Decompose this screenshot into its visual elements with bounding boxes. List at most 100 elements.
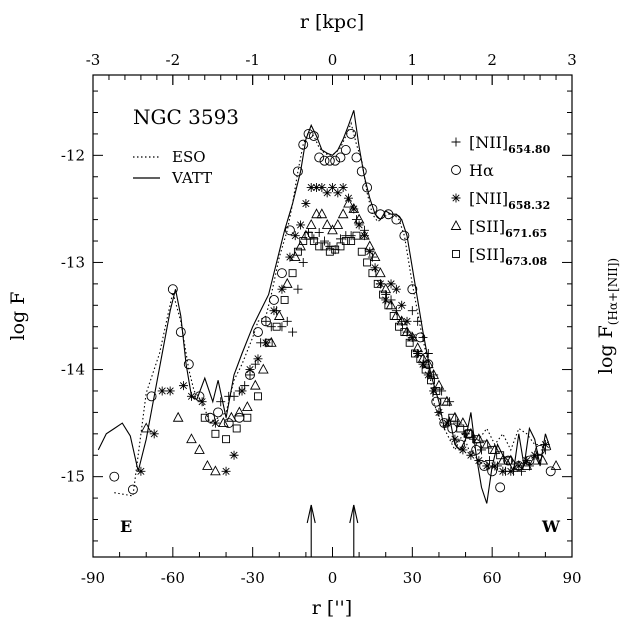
data-point-square	[243, 413, 252, 422]
data-point-triangle	[359, 229, 370, 240]
data-point-triangle	[140, 422, 152, 433]
data-point-asterisk	[442, 418, 452, 428]
data-point-square	[232, 424, 241, 433]
data-point-triangle	[428, 368, 439, 379]
data-point-plus	[314, 227, 324, 237]
data-point-plus	[335, 234, 345, 244]
data-point-plus	[288, 327, 298, 337]
data-point-square	[315, 242, 324, 251]
data-point-circle	[407, 284, 418, 295]
data-point-plus	[229, 391, 239, 401]
data-point-circle	[183, 359, 194, 370]
data-point-square	[222, 435, 231, 444]
data-point-circle	[167, 284, 178, 295]
data-point-circle	[298, 139, 309, 150]
data-point-square	[496, 451, 505, 460]
data-point-circle	[535, 444, 546, 455]
legend-marker-plus	[451, 137, 461, 147]
axis-ticks: -90 -60 -30 0 30 60 90 -3 -2 -1 0 1 2 3 -15 -14 -13 -12	[61, 51, 582, 587]
data-point-circle	[127, 484, 138, 495]
data-point-square	[280, 295, 289, 304]
data-point-triangle	[364, 240, 376, 251]
legend-label-main: [NII]	[469, 189, 508, 208]
data-point-square	[299, 237, 308, 245]
data-point-asterisk	[290, 231, 300, 241]
data-point-square	[488, 445, 497, 454]
legend-label: [NII]658.32	[469, 189, 550, 212]
data-point-triangle	[321, 219, 333, 229]
data-point-triangle	[337, 208, 349, 219]
data-point-asterisk	[322, 188, 332, 198]
data-point-asterisk	[365, 247, 375, 257]
top-axis-label: r [kpc]	[300, 11, 364, 33]
data-point-square	[504, 456, 513, 465]
data-point-square	[448, 413, 457, 422]
data-point-asterisk	[157, 386, 167, 396]
data-point-asterisk	[375, 279, 385, 289]
data-point-square	[480, 440, 489, 449]
data-point-circle	[471, 444, 482, 455]
data-point-triangle	[172, 411, 184, 422]
data-point-asterisk	[285, 252, 295, 262]
right-axis-label-main: log F	[595, 325, 617, 374]
data-point-asterisk	[296, 220, 306, 230]
data-point-asterisk	[269, 306, 279, 316]
data-point-square	[254, 392, 262, 401]
data-point-circle	[109, 471, 120, 482]
data-point-circle	[391, 214, 402, 225]
legend-label: Hα	[469, 161, 494, 180]
data-point-plus	[413, 316, 423, 326]
data-point-asterisk	[354, 220, 364, 230]
legend-label: [NII]654.80	[469, 133, 551, 156]
data-point-circle	[495, 482, 506, 493]
data-point-asterisk	[397, 300, 407, 310]
data-point-triangle	[210, 465, 221, 476]
data-point-square	[379, 290, 388, 299]
data-point-triangle	[234, 406, 245, 417]
data-point-square	[325, 247, 334, 256]
top-tick-label: 3	[567, 51, 577, 69]
top-tick-label: -3	[86, 51, 101, 69]
data-point-asterisk	[386, 279, 396, 289]
west-label: W	[541, 517, 561, 536]
data-point-triangle	[457, 417, 469, 428]
y-tick-label: -14	[61, 361, 85, 379]
data-point-asterisk	[450, 434, 460, 444]
data-point-triangle	[348, 202, 360, 213]
data-point-square	[464, 429, 473, 438]
data-point-square	[384, 301, 393, 310]
data-point-asterisk	[391, 284, 401, 294]
data-point-square	[320, 242, 329, 251]
data-point-asterisk	[370, 263, 380, 273]
data-point-triangle	[497, 454, 509, 465]
data-point-circle	[146, 391, 157, 402]
data-point-square	[200, 413, 209, 422]
data-point-square	[405, 338, 414, 347]
y-axis-label: log F	[7, 292, 29, 341]
data-point-asterisk	[245, 365, 255, 375]
data-point-triangle	[311, 208, 322, 219]
data-point-circle	[324, 155, 335, 166]
x-tick-label: 90	[562, 569, 581, 587]
legend-marker-circle	[451, 165, 461, 175]
data-point-asterisk	[253, 354, 263, 364]
data-point-triangle	[281, 277, 293, 288]
position-arrow-head	[306, 504, 316, 524]
data-point-asterisk	[237, 386, 247, 396]
x-tick-label: -60	[161, 569, 185, 587]
y-tick-label: -12	[61, 146, 85, 164]
legend-label-main: [SII]	[469, 245, 505, 264]
data-point-asterisk	[149, 429, 159, 439]
data-point-circle	[487, 466, 498, 477]
data-point-square	[347, 237, 356, 245]
data-point-circle	[351, 152, 362, 163]
data-point-square	[304, 231, 313, 240]
data-point-circle	[261, 316, 271, 327]
series-points-3	[109, 128, 556, 495]
data-point-circle	[308, 131, 319, 142]
data-point-triangle	[433, 379, 445, 390]
data-point-square	[293, 247, 302, 256]
data-point-square	[389, 312, 398, 320]
x-tick-label: -90	[81, 569, 105, 587]
series-lines	[97, 110, 552, 504]
